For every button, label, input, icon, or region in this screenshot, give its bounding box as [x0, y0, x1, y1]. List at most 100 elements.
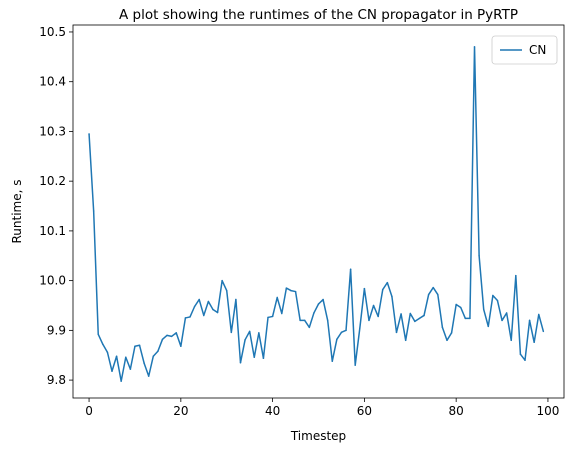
data-point — [308, 326, 311, 329]
data-point — [496, 299, 499, 302]
data-point — [432, 286, 434, 289]
data-point — [400, 313, 402, 315]
data-point — [469, 317, 471, 320]
chart-title: A plot showing the runtimes of the CN pr… — [119, 7, 518, 23]
data-point — [157, 350, 159, 353]
data-point — [423, 314, 425, 317]
legend-box — [491, 35, 558, 65]
data-point — [478, 255, 480, 257]
data-point — [464, 317, 467, 320]
data-point — [340, 331, 343, 334]
data-point — [230, 331, 233, 334]
data-point — [203, 314, 205, 317]
data-point — [184, 317, 187, 319]
data-point — [528, 319, 531, 322]
y-tick-label: 10.3 — [39, 124, 66, 138]
data-point — [501, 319, 503, 322]
data-point — [207, 300, 210, 303]
data-point — [129, 368, 132, 370]
data-point — [290, 289, 292, 292]
data-point — [193, 305, 196, 308]
x-axis-label: Timestep — [290, 429, 346, 443]
data-point — [446, 339, 448, 342]
data-point — [460, 306, 462, 309]
data-point — [349, 268, 352, 270]
data-point — [418, 317, 421, 320]
plot-frame — [72, 24, 565, 399]
data-point — [313, 312, 315, 314]
y-tick-label: 9.8 — [47, 373, 66, 387]
data-point — [285, 287, 288, 289]
data-point — [276, 296, 278, 299]
data-point — [212, 308, 214, 311]
data-point — [281, 312, 283, 315]
data-point — [102, 343, 104, 346]
data-point — [166, 334, 168, 337]
data-point — [473, 46, 476, 48]
y-tick-label: 10.5 — [39, 25, 66, 39]
x-tick-label: 0 — [85, 404, 93, 418]
data-point — [198, 298, 200, 301]
data-point — [391, 295, 393, 298]
data-point — [345, 329, 347, 332]
legend-label: CN — [529, 43, 546, 57]
data-point — [492, 294, 494, 297]
y-tick-label: 10.1 — [39, 224, 66, 238]
data-point — [106, 351, 109, 353]
x-tick-label: 100 — [536, 404, 559, 418]
data-point — [161, 338, 164, 341]
data-point — [120, 380, 122, 382]
data-point — [134, 345, 136, 348]
data-point — [317, 303, 320, 305]
data-point — [225, 289, 228, 292]
y-ticks: 9.8 9.9 10.0 10.1 10.2 10.3 10.4 10.5 — [39, 25, 73, 387]
data-point — [427, 293, 430, 296]
data-point — [542, 330, 545, 333]
data-point — [180, 345, 182, 348]
data-point — [359, 327, 361, 330]
data-point — [524, 359, 526, 361]
x-tick-label: 80 — [449, 404, 464, 418]
data-point — [303, 319, 306, 322]
data-point — [363, 287, 366, 290]
data-point — [482, 308, 485, 311]
data-point — [248, 330, 251, 333]
data-point — [216, 311, 219, 314]
x-tick-label: 60 — [357, 404, 372, 418]
data-point — [262, 357, 265, 359]
data-point — [455, 303, 457, 306]
data-point — [487, 325, 490, 328]
y-tick-label: 10.4 — [39, 75, 66, 89]
data-point — [244, 339, 246, 341]
y-tick-label: 10.0 — [39, 274, 66, 288]
data-point — [354, 364, 356, 366]
data-point — [115, 355, 118, 357]
data-point — [143, 362, 145, 364]
y-tick-label: 10.2 — [39, 174, 66, 188]
data-point — [258, 332, 260, 334]
data-point — [97, 333, 99, 336]
data-point — [299, 319, 301, 322]
data-point — [409, 312, 412, 315]
x-tick-label: 20 — [173, 404, 188, 418]
data-point — [331, 360, 334, 362]
data-point — [253, 356, 256, 358]
data-point — [372, 304, 375, 307]
data-point — [505, 312, 508, 314]
data-point — [111, 370, 113, 372]
axes — [72, 24, 565, 399]
y-axis-label: Runtime, s — [10, 179, 24, 243]
data-point — [326, 319, 329, 322]
x-ticks: 0 20 40 60 80 100 — [85, 398, 559, 418]
data-point — [377, 315, 379, 318]
data-point — [450, 332, 453, 334]
data-point — [519, 353, 522, 355]
data-point — [271, 315, 274, 318]
y-tick-label: 9.9 — [47, 323, 66, 337]
legend: CN — [491, 35, 558, 65]
data-point — [368, 319, 370, 322]
data-point — [170, 335, 173, 338]
data-point — [88, 133, 90, 135]
data-point — [175, 332, 177, 334]
